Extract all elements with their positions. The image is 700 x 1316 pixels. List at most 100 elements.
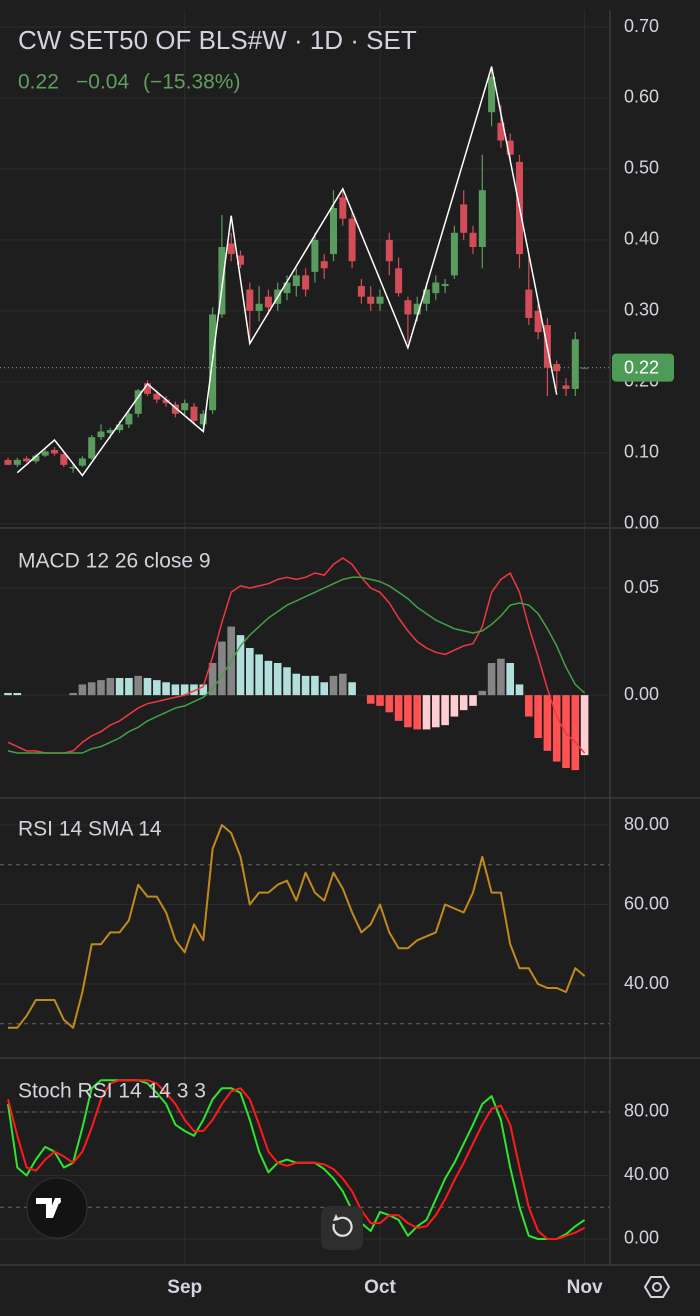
- y-tick-label: 0.10: [624, 442, 659, 462]
- x-grid: [184, 10, 586, 1265]
- line: [7, 576, 586, 754]
- histogram-bar: [106, 678, 115, 696]
- candle-body: [339, 197, 347, 219]
- pane-legend: MACD 12 26 close 9: [18, 550, 211, 573]
- candle-body: [357, 286, 365, 297]
- last-price-label: 0.22: [624, 357, 659, 377]
- candle-body: [432, 282, 440, 294]
- histogram-bar: [376, 695, 384, 706]
- y-tick-label: 0.40: [624, 229, 659, 249]
- x-tick-label: Sep: [167, 1277, 202, 1298]
- legend-change: −0.04: [76, 71, 129, 94]
- candle-body: [404, 300, 412, 315]
- y-tick-label: 0.70: [624, 16, 659, 36]
- candle-body: [413, 303, 421, 315]
- y-tick-label: 60.00: [624, 893, 669, 913]
- reset-icon: [332, 1216, 353, 1237]
- price-pane: [0, 26, 610, 525]
- candle-body: [134, 390, 142, 414]
- candle-body: [497, 122, 505, 141]
- histogram-bar: [143, 678, 152, 696]
- line: [7, 1079, 586, 1240]
- candle-body: [320, 261, 328, 269]
- separators: [0, 10, 700, 1266]
- settings-hub: [652, 1282, 662, 1292]
- candle-body: [478, 190, 486, 248]
- candle-body: [488, 76, 496, 113]
- last-price-tag: [612, 353, 674, 382]
- candle-body: [283, 282, 291, 294]
- histogram-bar: [78, 684, 87, 696]
- histogram-bar: [525, 695, 533, 717]
- candle-body: [32, 455, 40, 462]
- line: [7, 557, 586, 754]
- candle-body: [525, 289, 533, 318]
- candle-body: [395, 268, 403, 294]
- candle-body: [330, 207, 337, 255]
- histogram-bar: [580, 695, 589, 756]
- histogram-bar: [311, 675, 319, 696]
- settings-icon[interactable]: [643, 1276, 671, 1298]
- candle-body: [571, 339, 579, 389]
- histogram-bar: [264, 660, 273, 696]
- candle-body: [246, 289, 254, 311]
- histogram-bar: [255, 654, 263, 696]
- histogram-bar: [404, 695, 412, 728]
- settings-button[interactable]: [643, 1276, 671, 1298]
- histogram-bar: [348, 682, 356, 696]
- candle-body: [292, 275, 300, 287]
- candle-body: [199, 413, 207, 425]
- y-tick-label: 0.50: [624, 158, 659, 178]
- histogram-bar: [552, 695, 561, 762]
- logo-mark: [36, 1198, 61, 1218]
- histogram-bar: [4, 693, 12, 696]
- zigzag-drawing: [16, 66, 558, 477]
- histogram-bar: [478, 690, 487, 696]
- y-tick-label: 0.30: [624, 300, 659, 320]
- y-tick-label: 0.60: [624, 87, 659, 107]
- histogram-bar: [208, 663, 217, 696]
- candle-body: [348, 218, 356, 262]
- stoch-pane: [0, 1079, 610, 1240]
- candle-body: [441, 283, 449, 287]
- histogram-bar: [171, 684, 180, 696]
- histogram-bar: [115, 678, 124, 696]
- candle-body: [218, 247, 226, 315]
- candle-body: [51, 449, 58, 454]
- candle-body: [255, 303, 263, 311]
- candle-body: [534, 310, 542, 333]
- y-tick-label: 80.00: [624, 814, 669, 834]
- candle-body: [190, 406, 198, 421]
- candle-body: [153, 393, 161, 400]
- candle-body: [125, 413, 133, 425]
- candle-body: [41, 451, 49, 456]
- candle-body: [367, 296, 375, 304]
- x-tick-label: Nov: [567, 1277, 603, 1298]
- histogram-bar: [422, 695, 431, 730]
- histogram-bar: [497, 658, 505, 696]
- candle-body: [23, 458, 31, 462]
- histogram-bar: [385, 695, 394, 713]
- histogram-bar: [246, 648, 254, 696]
- y-tick-label: 40.00: [624, 973, 669, 993]
- candle-body: [264, 296, 272, 308]
- reset-button[interactable]: [321, 1206, 363, 1250]
- pane-legend: Stoch RSI 14 14 3 3: [18, 1080, 206, 1103]
- candle-body: [97, 431, 105, 438]
- histogram-bar: [469, 695, 477, 706]
- legend-change-pct: (−15.38%): [143, 71, 240, 94]
- reset-bg[interactable]: [321, 1206, 363, 1250]
- histogram-bar: [487, 663, 496, 696]
- histogram-bar: [153, 680, 161, 696]
- histogram-bar: [199, 684, 208, 696]
- tradingview-logo[interactable]: [26, 1177, 88, 1239]
- candle-body: [506, 140, 514, 155]
- logo-dot: [55, 1198, 61, 1204]
- histogram-bar: [190, 684, 198, 696]
- line: [8, 824, 586, 1029]
- y-tick-label: 40.00: [624, 1164, 669, 1184]
- histogram-bar: [562, 695, 570, 768]
- histogram-bar: [534, 695, 542, 738]
